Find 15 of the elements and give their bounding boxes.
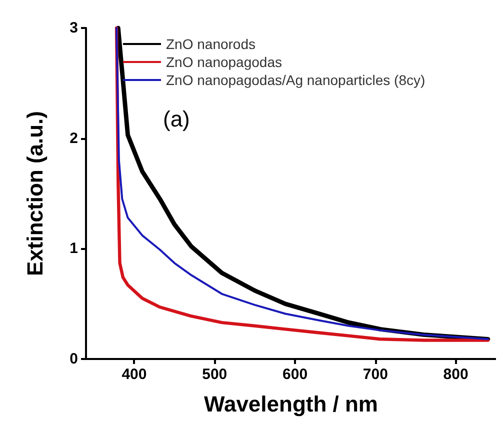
- y-tick-label: 2: [70, 130, 78, 147]
- y-tick-label: 1: [70, 240, 78, 258]
- x-tick-label: 600: [282, 366, 308, 383]
- x-tick-label: 400: [122, 366, 147, 383]
- legend-label: ZnO nanopagodas: [166, 54, 282, 70]
- legend-label: ZnO nanopagodas/Ag nanoparticles (8cy): [166, 72, 426, 88]
- x-axis-title: Wavelength / nm: [204, 392, 378, 416]
- y-tick-label: 0: [70, 350, 78, 368]
- legend-label: ZnO nanorods: [166, 36, 256, 52]
- y-tick-label: 3: [70, 20, 78, 36]
- x-tick-label: 700: [362, 366, 388, 383]
- annotation: (a): [163, 106, 190, 132]
- x-tick-label: 500: [202, 366, 228, 383]
- y-axis-title: Extinction (a.u.): [22, 111, 48, 276]
- x-tick-label: 800: [443, 366, 468, 383]
